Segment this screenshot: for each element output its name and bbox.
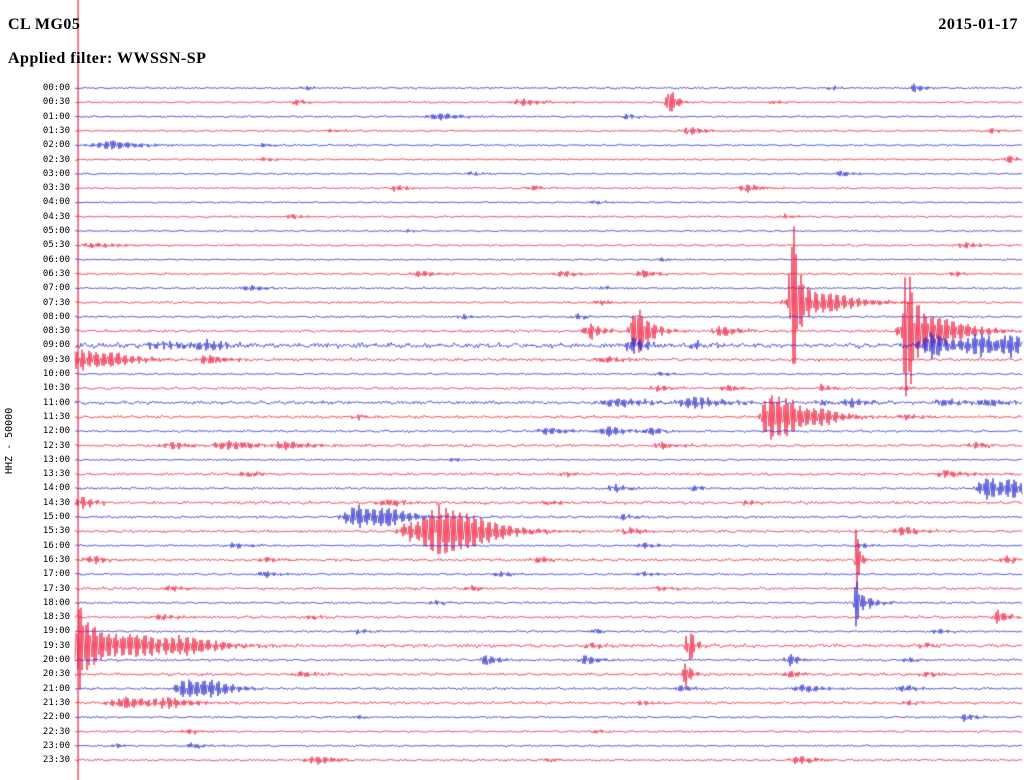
time-label: 08:30: [42, 326, 70, 337]
time-label: 17:30: [42, 583, 70, 594]
time-label: 14:30: [42, 497, 70, 508]
time-label: 03:00: [42, 168, 70, 179]
time-label: 04:30: [42, 211, 70, 222]
time-label: 06:00: [42, 254, 70, 265]
time-label: 18:00: [42, 597, 70, 608]
time-label: 07:00: [42, 283, 70, 294]
time-label: 15:30: [42, 526, 70, 537]
time-label: 07:30: [42, 297, 70, 308]
time-label: 21:30: [42, 697, 70, 708]
time-label: 09:30: [42, 354, 70, 365]
time-label: 21:00: [42, 683, 70, 694]
time-label: 00:00: [42, 83, 70, 93]
time-label: 06:30: [42, 268, 70, 279]
time-label: 05:00: [42, 226, 70, 236]
time-label: 12:30: [42, 440, 70, 451]
time-label: 02:30: [42, 154, 70, 165]
time-label: 12:00: [42, 426, 70, 437]
time-label: 22:30: [42, 726, 70, 737]
time-label: 20:00: [42, 655, 70, 665]
time-label: 13:30: [42, 469, 70, 480]
time-label: 01:00: [42, 111, 70, 122]
time-label: 14:00: [42, 483, 70, 494]
time-label: 08:00: [42, 311, 70, 322]
time-label: 10:00: [42, 369, 70, 379]
time-label: 10:30: [42, 383, 70, 394]
time-label: 20:30: [42, 669, 70, 680]
time-label: 16:00: [42, 540, 70, 551]
time-label: 01:30: [42, 125, 70, 136]
time-label: 13:00: [42, 454, 70, 465]
time-label: 19:30: [42, 640, 70, 651]
time-label: 22:00: [42, 712, 70, 723]
time-label: 15:00: [42, 512, 70, 522]
time-label: 04:00: [42, 197, 70, 208]
time-label: 23:30: [42, 755, 70, 766]
time-label: 03:30: [42, 183, 70, 194]
time-label: 17:00: [42, 569, 70, 580]
time-label: 19:00: [42, 626, 70, 637]
time-label: 16:30: [42, 554, 70, 565]
time-label: 18:30: [42, 612, 70, 623]
time-label: 00:30: [42, 97, 70, 108]
time-label: 11:00: [42, 397, 70, 408]
time-label: 09:00: [42, 340, 70, 351]
time-label: 11:30: [42, 411, 70, 422]
time-label: 23:00: [42, 740, 70, 751]
time-label: 05:30: [42, 240, 70, 251]
time-label: 02:00: [42, 140, 70, 151]
